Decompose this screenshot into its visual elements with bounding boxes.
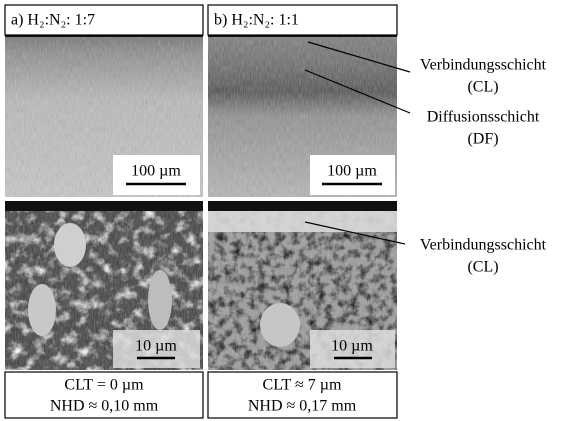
scale-bar: 100 µm (310, 155, 395, 195)
annotation: (CL) (467, 259, 498, 276)
scale-label: 100 µm (327, 163, 377, 180)
scale-label: 10 µm (331, 338, 373, 355)
caption-line: NHD ≈ 0,17 mm (248, 398, 357, 415)
annotation: Verbindungsschicht (420, 237, 547, 254)
caption-line: NHD ≈ 0,10 mm (50, 398, 159, 415)
scale-label: 100 µm (131, 163, 181, 180)
scale-bar: 100 µm (113, 155, 200, 195)
caption-line: CLT ≈ 7 µm (263, 377, 342, 394)
scale-bar: 10 µm (310, 330, 395, 368)
panel-label: a) H₂:N₂: 1:7 (11, 12, 95, 29)
scale-label: 10 µm (135, 338, 177, 355)
caption-line: CLT = 0 µm (64, 377, 144, 394)
annotation: (DF) (467, 131, 498, 148)
annotation: Diffusionsschicht (427, 109, 540, 126)
panel-label: b) H₂:N₂: 1:1 (214, 12, 299, 29)
annotation: Verbindungsschicht (420, 57, 547, 74)
scale-bar: 10 µm (113, 330, 200, 368)
figure: a) H₂:N₂: 1:7 b) H₂:N₂: 1:1 100 µm 100 µ… (0, 0, 568, 421)
annotation: (CL) (467, 79, 498, 96)
